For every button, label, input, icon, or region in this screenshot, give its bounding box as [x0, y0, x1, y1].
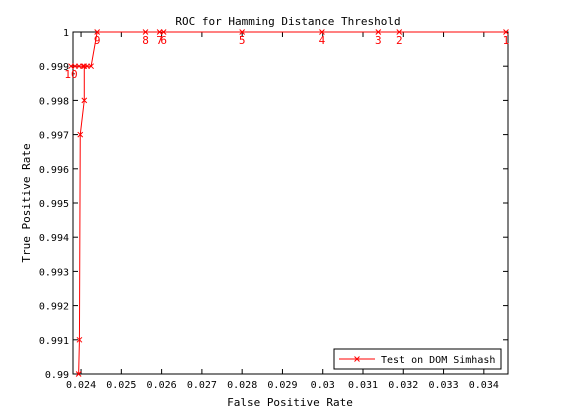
data-point-marker [239, 29, 246, 35]
threshold-label: 6 [160, 34, 167, 47]
x-tick-label: 0.03 [311, 380, 335, 391]
data-point-marker [503, 29, 509, 35]
annotation-layer: 10 9 8 76 5 4 3 2 1 [64, 34, 509, 81]
data-point-marker [160, 29, 167, 35]
x-tick-label: 0.029 [267, 380, 297, 391]
legend: Test on DOM Simhash [333, 348, 502, 370]
y-tick-label: 1 [63, 28, 69, 39]
x-tick-label: 0.031 [348, 380, 378, 391]
series-layer [68, 29, 509, 377]
x-tick-label: 0.025 [106, 380, 136, 391]
y-tick-label: 0.998 [39, 96, 69, 107]
threshold-label: 7 [156, 34, 163, 47]
data-point-marker [81, 97, 88, 104]
y-tick-label: 0.992 [39, 302, 69, 313]
data-point-marker [142, 29, 149, 35]
series-line [70, 31, 506, 375]
y-tick-label: 0.99 [45, 370, 69, 381]
x-tick-label: 0.033 [429, 380, 459, 391]
data-point-marker [94, 29, 101, 35]
y-tick-label: 0.997 [39, 131, 69, 142]
x-tick-label: 0.024 [66, 380, 96, 391]
legend-box [333, 348, 502, 370]
x-axis: 0.024 0.025 0.026 0.027 0.028 0.029 0.03 0.031 0… [66, 32, 499, 391]
threshold-label: 8 [142, 34, 149, 47]
plot-area [72, 31, 509, 375]
y-tick-label: 0.994 [39, 233, 69, 244]
x-tick-label: 0.028 [227, 380, 257, 391]
data-point-marker [375, 29, 382, 35]
y-axis-title: True Positive Rate [20, 143, 33, 262]
threshold-label: 10 [64, 68, 77, 81]
threshold-label: 9 [94, 34, 101, 47]
x-axis-title: False Positive Rate [227, 396, 353, 409]
threshold-label: 1 [503, 34, 510, 47]
x-tick-label: 0.034 [469, 380, 499, 391]
x-tick-label: 0.032 [388, 380, 418, 391]
data-point-marker [75, 371, 82, 377]
threshold-label: 4 [319, 34, 326, 47]
y-axis: 0.99 0.991 0.992 0.993 0.994 0.995 0.996 0.997 0… [39, 28, 508, 381]
threshold-label: 2 [396, 34, 403, 47]
data-point-marker [319, 29, 325, 35]
x-tick-label: 0.027 [187, 380, 217, 391]
y-tick-label: 0.993 [39, 267, 69, 278]
threshold-label: 3 [375, 34, 382, 47]
y-tick-label: 0.995 [39, 199, 69, 210]
y-tick-label: 0.999 [39, 62, 69, 73]
x-tick-label: 0.026 [147, 380, 177, 391]
data-point-marker [77, 131, 84, 138]
legend-entry-label: Test on DOM Simhash [381, 355, 495, 366]
data-point-marker [396, 29, 403, 35]
data-point-marker [76, 336, 83, 343]
threshold-label: 5 [239, 34, 246, 47]
legend-marker [354, 356, 360, 362]
data-point-marker [88, 63, 94, 70]
y-tick-label: 0.996 [39, 165, 69, 176]
y-tick-label: 0.991 [39, 336, 69, 347]
chart-title: ROC for Hamming Distance Threshold [175, 15, 400, 28]
